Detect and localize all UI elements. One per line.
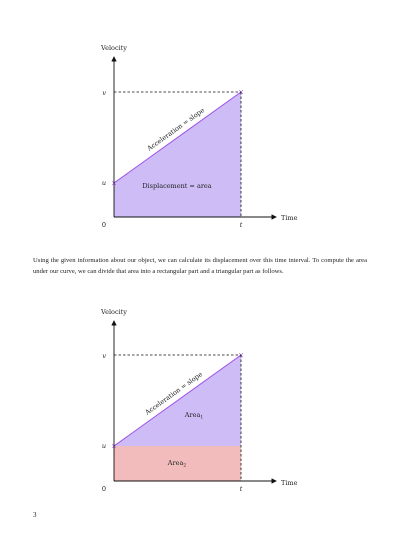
- body-paragraph: Using the given information about our ob…: [33, 257, 367, 275]
- velocity-time-figure-1: × × Velocity Time v u 0 t Acceleration =…: [100, 44, 298, 229]
- y-axis-label: Velocity: [100, 44, 127, 52]
- tick-label-t: t: [240, 221, 243, 229]
- tick-label-zero: 0: [102, 221, 106, 229]
- y-axis-label: Velocity: [100, 308, 127, 316]
- area2-rectangle: [114, 446, 241, 481]
- tick-label-u: u: [102, 442, 106, 450]
- displacement-area: [114, 92, 241, 217]
- x-axis-label: Time: [281, 479, 298, 487]
- tick-label-t: t: [240, 485, 243, 493]
- area-label: Displacement = area: [142, 182, 211, 190]
- tick-label-v: v: [102, 89, 106, 97]
- x-axis-label: Time: [281, 214, 298, 222]
- area1-name: Area: [184, 411, 201, 419]
- slope-line: [113, 91, 242, 184]
- area2-name: Area: [167, 459, 184, 467]
- area2-label: Area2: [167, 459, 187, 469]
- tick-label-zero: 0: [102, 485, 106, 493]
- tick-label-u: u: [102, 179, 106, 187]
- tick-label-v: v: [102, 352, 106, 360]
- area1-subscript: 1: [200, 415, 203, 421]
- slope-line: [113, 354, 242, 447]
- area2-subscript: 2: [183, 463, 186, 469]
- area1-label: Area1: [184, 411, 204, 421]
- velocity-time-figure-2: × × Velocity Time v u 0 t Acceleration =…: [100, 308, 298, 493]
- page-number: 3: [33, 511, 37, 519]
